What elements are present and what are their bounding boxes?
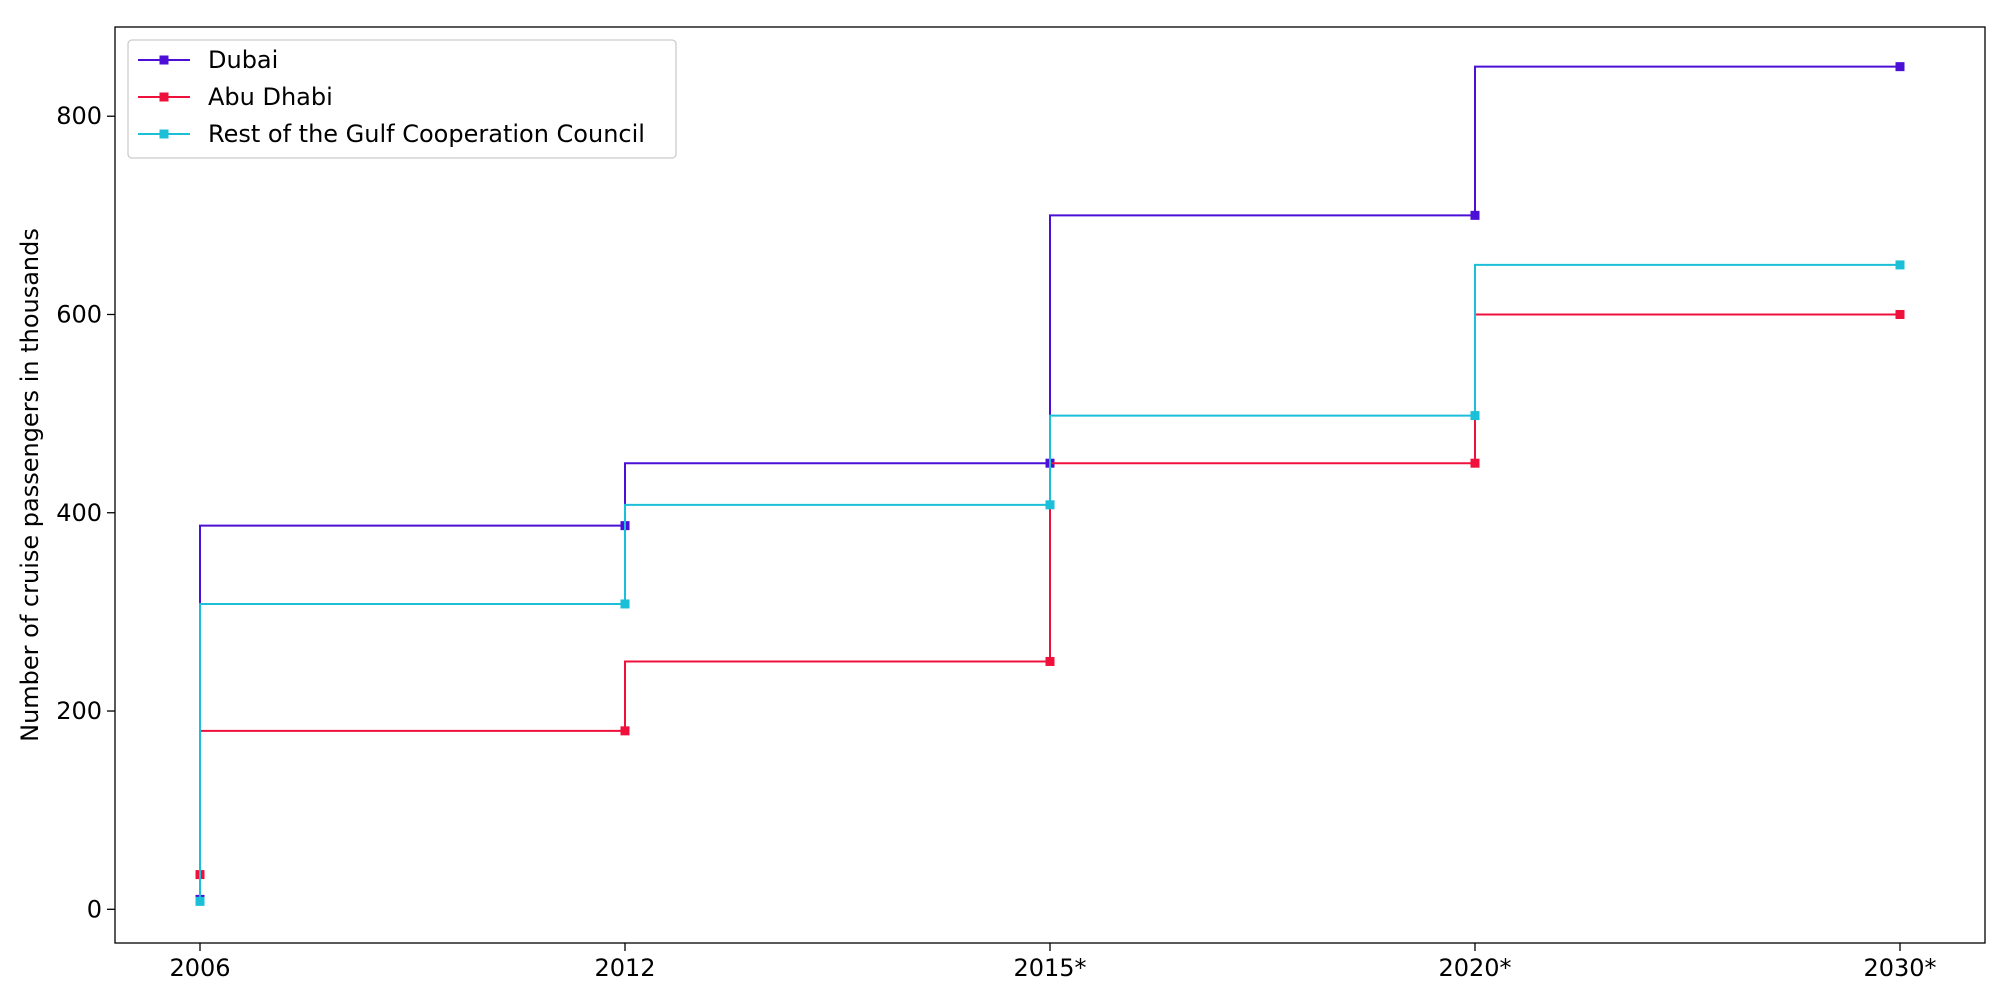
- legend: Dubai Abu Dhabi Rest of the Gulf Cooperati…: [127, 39, 677, 159]
- y-axis-label: Number of cruise passengers in thousands: [16, 228, 44, 742]
- x-tick-label: 2015*: [1013, 954, 1086, 982]
- data-point: [195, 896, 205, 906]
- series-2: [195, 260, 1905, 906]
- data-point: [1470, 210, 1480, 220]
- data-point: [1895, 260, 1905, 270]
- y-axis: 0 200 400 600 800: [56, 102, 115, 923]
- legend-item: Dubai: [138, 46, 278, 74]
- legend-marker: [159, 55, 169, 65]
- legend-box: [127, 39, 677, 159]
- plot-area: [114, 26, 1986, 944]
- legend-item: Abu Dhabi: [138, 83, 333, 111]
- legend-label: Dubai: [208, 46, 278, 74]
- x-tick-label: 2012: [594, 954, 655, 982]
- y-tick-label: 600: [56, 300, 102, 328]
- legend-item: Rest of the Gulf Cooperation Council: [138, 120, 645, 148]
- data-point: [1895, 62, 1905, 72]
- data-point: [1470, 411, 1480, 421]
- data-point: [1045, 500, 1055, 510]
- y-tick-label: 800: [56, 102, 102, 130]
- x-tick-label: 2006: [169, 954, 230, 982]
- legend-label: Abu Dhabi: [208, 83, 333, 111]
- y-tick-label: 400: [56, 499, 102, 527]
- data-point: [620, 599, 630, 609]
- data-point: [1470, 458, 1480, 468]
- legend-marker: [159, 129, 169, 139]
- data-point: [1895, 309, 1905, 319]
- x-tick-label: 2030*: [1863, 954, 1936, 982]
- legend-label: Rest of the Gulf Cooperation Council: [208, 120, 645, 148]
- x-axis: 2006 2012 2015* 2020* 2030*: [169, 943, 1937, 982]
- x-tick-label: 2020*: [1438, 954, 1511, 982]
- data-point: [1045, 656, 1055, 666]
- y-tick-label: 0: [87, 895, 102, 923]
- data-point: [620, 726, 630, 736]
- legend-marker: [159, 92, 169, 102]
- y-tick-label: 200: [56, 697, 102, 725]
